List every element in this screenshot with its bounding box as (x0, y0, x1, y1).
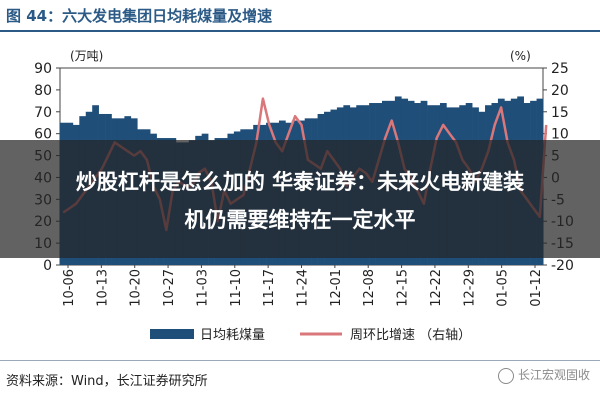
right-tick-label: -20 (551, 258, 574, 274)
x-tick-label: 12-29 (462, 269, 477, 307)
headline-line-1: 炒股杠杆是怎么加的 华泰证券：未来火电新建装 (75, 170, 525, 194)
x-tick-label: 12-08 (362, 269, 377, 307)
headline-line-2: 机仍需要维持在一定水平 (184, 208, 416, 232)
x-tick-label: 10-20 (129, 269, 144, 307)
x-tick-label: 12-22 (429, 269, 444, 307)
watermark-text: 长江宏观固收 (517, 368, 590, 382)
header-bar: 图 44：六大发电集团日均耗煤量及增速 (0, 0, 600, 30)
x-tick-label: 11-24 (296, 269, 311, 307)
x-tick-label: 12-01 (329, 269, 344, 307)
left-tick-label: 80 (34, 83, 52, 99)
right-tick-label: 10 (551, 127, 569, 143)
x-tick-label: 10-06 (62, 269, 77, 307)
x-tick-label: 11-10 (229, 269, 244, 307)
legend-bar-label: 日均耗煤量 (200, 328, 265, 343)
footer-divider (0, 360, 600, 361)
left-tick-label: 60 (34, 127, 52, 143)
right-tick-label: 20 (551, 83, 569, 99)
x-tick-label: 10-27 (162, 269, 177, 307)
x-tick-label: 01-05 (496, 269, 511, 307)
x-tick-label: 10-13 (95, 269, 110, 307)
left-tick-label: 70 (34, 105, 52, 121)
right-tick-label: 15 (551, 105, 569, 121)
watermark: 长江宏观固收 (497, 366, 590, 384)
left-tick-label: 90 (34, 61, 52, 77)
left-tick-label: 0 (43, 258, 52, 274)
x-tick-label: 12-15 (396, 269, 411, 307)
left-axis-unit: (万吨) (70, 49, 103, 63)
x-tick-label: 01-12 (529, 269, 544, 307)
x-tick-label: 11-17 (262, 269, 277, 307)
title-divider (0, 30, 600, 32)
right-tick-label: 25 (551, 61, 569, 77)
legend-line-label: 周环比增速 （右轴） (350, 328, 471, 343)
right-axis-unit: (%) (510, 49, 531, 63)
headline-overlay (0, 140, 600, 258)
source-note: 资料来源：Wind，长江证券研究所 (6, 374, 208, 389)
x-tick-label: 11-03 (195, 269, 210, 307)
chart-title: 图 44：六大发电集团日均耗煤量及增速 (6, 7, 273, 25)
legend-bar-swatch (150, 329, 194, 339)
wechat-icon (497, 367, 514, 384)
